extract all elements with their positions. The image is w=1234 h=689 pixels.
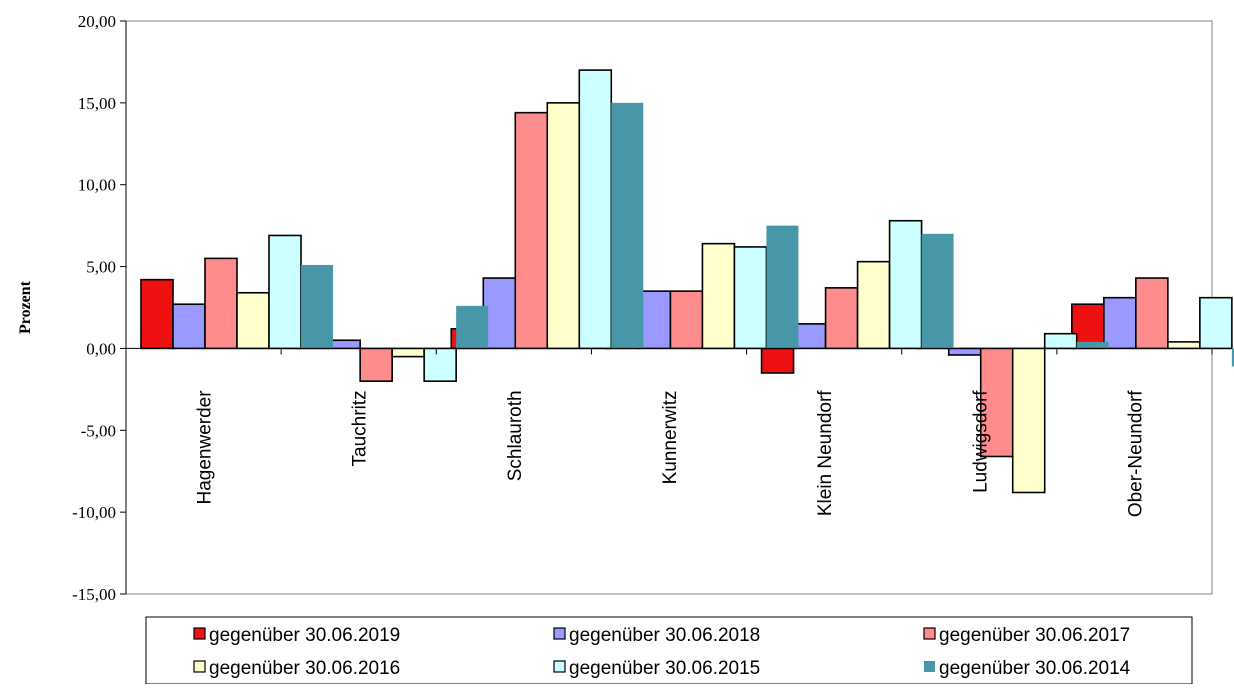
bar: [826, 288, 858, 349]
bar: [141, 280, 173, 349]
bar: [1136, 278, 1168, 348]
bar: [1168, 342, 1200, 349]
legend-swatch: [554, 661, 565, 672]
y-tick-label: 5,00: [86, 258, 116, 277]
legend-label: gegenüber 30.06.2014: [939, 658, 1131, 679]
bar: [1104, 298, 1136, 349]
legend: gegenüber 30.06.2019 gegenüber 30.06.2018…: [146, 617, 1192, 684]
y-tick-label: -15,00: [72, 585, 116, 604]
y-tick-label: 15,00: [78, 94, 116, 113]
bar: [1200, 298, 1232, 349]
y-tick-label: 20,00: [78, 12, 116, 31]
y-tick-label: -10,00: [72, 503, 116, 522]
y-tick-label: 0,00: [86, 339, 116, 358]
y-tick-label: -5,00: [81, 421, 116, 440]
bar: [766, 226, 798, 349]
bar: [237, 293, 269, 349]
bar: [205, 258, 237, 348]
legend-label: gegenüber 30.06.2016: [209, 658, 400, 679]
y-axis-title: Prozent: [17, 280, 34, 334]
bar: [670, 291, 702, 348]
bar: [922, 234, 954, 349]
category-label: Schlauroth: [505, 390, 526, 481]
bar: [173, 304, 205, 348]
bar: [611, 103, 643, 349]
bar: [1045, 334, 1077, 349]
bar: [424, 348, 456, 381]
bar: [456, 306, 488, 349]
legend-label: gegenüber 30.06.2015: [569, 658, 760, 679]
bar: [269, 235, 301, 348]
bar: [360, 348, 392, 381]
bar: [762, 348, 794, 373]
bar: [1013, 348, 1045, 492]
bar: [702, 244, 734, 349]
bars: [141, 70, 1234, 492]
category-label: Klein Neundorf: [815, 390, 836, 516]
bar: [734, 247, 766, 349]
legend-swatch: [924, 661, 935, 672]
category-label: Ludwigsdorf: [970, 390, 991, 493]
bar: [858, 262, 890, 349]
legend-swatch: [194, 628, 205, 639]
bar: [890, 221, 922, 349]
legend-label: gegenüber 30.06.2017: [939, 625, 1130, 646]
category-label: Ober-Neundorf: [1125, 390, 1146, 517]
bar: [949, 348, 981, 355]
legend-swatch: [554, 628, 565, 639]
category-label: Tauchritz: [350, 390, 371, 466]
bar: [579, 70, 611, 348]
bar: [547, 103, 579, 349]
bar: [392, 348, 424, 356]
category-label: Hagenwerder: [195, 390, 216, 505]
legend-swatch: [924, 628, 935, 639]
bar: [1077, 342, 1109, 349]
bar: [515, 113, 547, 349]
y-tick-label: 10,00: [78, 176, 116, 195]
legend-label: gegenüber 30.06.2018: [569, 625, 760, 646]
legend-swatch: [194, 661, 205, 672]
bar: [301, 265, 333, 348]
category-label: Kunnerwitz: [660, 390, 681, 484]
legend-label: gegenüber 30.06.2019: [209, 625, 400, 646]
